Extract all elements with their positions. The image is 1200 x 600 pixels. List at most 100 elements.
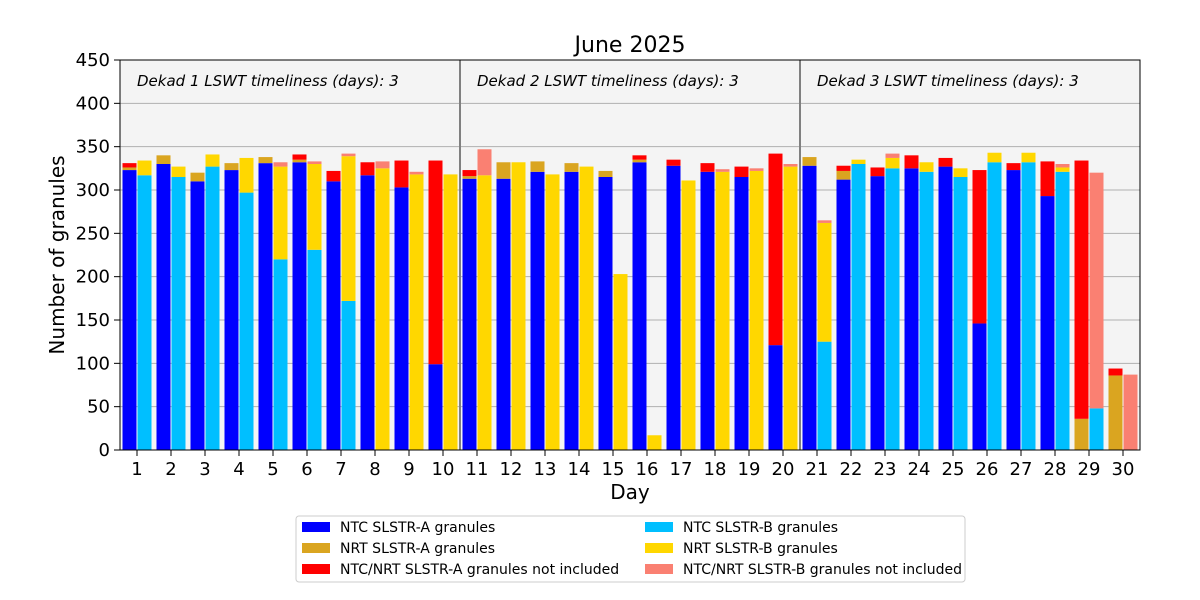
bar-ntc-a-day-6	[292, 162, 307, 450]
bar-nrt-b-day-24	[919, 162, 934, 172]
bar-not-a-day-6	[292, 154, 307, 160]
x-tick-label: 8	[369, 459, 380, 480]
bar-nrt-b-day-9	[409, 174, 424, 450]
bar-ntc-a-day-19	[734, 177, 749, 450]
bar-ntc-a-day-28	[1040, 196, 1055, 450]
bar-nrt-b-day-28	[1055, 167, 1070, 172]
bar-not-b-day-28	[1055, 164, 1070, 168]
chart-title: June 2025	[573, 33, 686, 58]
y-tick-label: 100	[76, 353, 110, 374]
x-tick-label: 23	[874, 459, 897, 480]
bar-ntc-b-day-1	[137, 175, 152, 450]
bar-nrt-b-day-21	[817, 222, 832, 342]
bar-nrt-a-day-3	[190, 172, 205, 182]
bar-not-b-day-8	[375, 161, 390, 169]
bar-nrt-b-day-8	[375, 168, 390, 451]
bar-ntc-a-day-12	[496, 178, 511, 450]
x-tick-label: 29	[1078, 459, 1101, 480]
x-tick-label: 25	[942, 459, 965, 480]
bar-ntc-b-day-29	[1089, 408, 1104, 450]
bar-ntc-b-day-21	[817, 341, 832, 450]
bar-nrt-b-day-17	[681, 180, 696, 450]
bar-ntc-b-day-26	[987, 162, 1002, 450]
bar-ntc-a-day-11	[462, 178, 477, 450]
x-tick-label: 20	[772, 459, 795, 480]
bar-ntc-a-day-1	[122, 170, 137, 451]
legend-box	[295, 515, 966, 583]
bar-not-a-day-10	[428, 160, 443, 365]
bar-ntc-a-day-18	[700, 171, 715, 451]
bar-nrt-a-day-5	[258, 157, 273, 164]
bar-ntc-a-day-25	[938, 166, 953, 450]
bar-not-a-day-19	[734, 166, 749, 177]
bar-not-b-day-21	[817, 220, 832, 223]
x-tick-label: 28	[1044, 459, 1067, 480]
bar-ntc-b-day-7	[341, 300, 356, 450]
legend-swatch-nrt-b	[645, 543, 673, 553]
bar-not-a-day-17	[666, 159, 681, 166]
dekad-label: Dekad 2 LSWT timeliness (days): 3	[477, 72, 739, 90]
y-tick-label: 250	[76, 223, 110, 244]
bar-nrt-b-day-18	[715, 171, 730, 451]
bar-ntc-b-day-28	[1055, 171, 1070, 451]
bar-not-a-day-11	[462, 170, 477, 177]
bar-not-b-day-18	[715, 169, 730, 172]
bar-ntc-a-day-9	[394, 187, 409, 450]
x-tick-label: 7	[335, 459, 346, 480]
bar-ntc-a-day-7	[326, 181, 341, 451]
x-tick-label: 13	[534, 459, 557, 480]
bar-ntc-a-day-17	[666, 165, 681, 450]
x-tick-label: 5	[267, 459, 278, 480]
legend-swatch-ntc-b	[645, 522, 673, 532]
bar-not-b-day-9	[409, 171, 424, 175]
bar-ntc-a-day-26	[972, 323, 987, 450]
bar-ntc-a-day-21	[802, 165, 817, 450]
bar-nrt-a-day-15	[598, 170, 613, 177]
bar-not-a-day-22	[836, 165, 851, 171]
bar-not-b-day-19	[749, 168, 764, 171]
x-tick-label: 2	[165, 459, 176, 480]
bar-nrt-a-day-13	[530, 161, 545, 172]
x-tick-label: 21	[806, 459, 829, 480]
bar-ntc-b-day-2	[171, 177, 186, 450]
bar-nrt-a-day-1	[122, 167, 137, 171]
bar-nrt-b-day-1	[137, 160, 152, 176]
bar-not-a-day-27	[1006, 163, 1021, 171]
x-tick-label: 10	[432, 459, 455, 480]
bar-nrt-b-day-3	[205, 154, 220, 167]
bar-nrt-b-day-13	[545, 174, 560, 450]
plot-area: Dekad 1 LSWT timeliness (days): 3 Dekad 2…	[76, 50, 1141, 480]
bar-nrt-a-day-29	[1074, 418, 1089, 450]
bar-ntc-a-day-23	[870, 176, 885, 450]
bar-nrt-b-day-20	[783, 166, 798, 450]
bar-ntc-a-day-8	[360, 175, 375, 450]
bar-nrt-a-day-21	[802, 157, 817, 166]
bar-not-a-day-7	[326, 170, 341, 182]
dekad-label: Dekad 1 LSWT timeliness (days): 3	[137, 72, 399, 90]
bar-nrt-b-day-7	[341, 156, 356, 301]
bar-not-b-day-30	[1123, 374, 1138, 450]
bar-ntc-a-day-24	[904, 168, 919, 451]
bar-not-a-day-18	[700, 163, 715, 172]
bar-ntc-a-day-22	[836, 179, 851, 450]
bar-ntc-a-day-16	[632, 162, 647, 450]
bar-nrt-b-day-25	[953, 168, 968, 177]
y-tick-label: 350	[76, 137, 110, 158]
y-tick-label: 50	[87, 397, 110, 418]
bar-ntc-b-day-6	[307, 249, 322, 450]
bar-ntc-b-day-27	[1021, 162, 1036, 450]
bar-nrt-b-day-10	[443, 174, 458, 450]
y-tick-label: 450	[76, 50, 110, 71]
x-tick-label: 1	[131, 459, 142, 480]
x-tick-label: 14	[568, 459, 591, 480]
bar-ntc-b-day-5	[273, 259, 288, 450]
bar-nrt-a-day-2	[156, 155, 171, 164]
bar-ntc-a-day-5	[258, 163, 273, 450]
bar-not-a-day-20	[768, 153, 783, 346]
x-tick-label: 30	[1112, 459, 1135, 480]
bar-ntc-a-day-20	[768, 345, 783, 450]
legend-swatch-ntc-a	[302, 522, 330, 532]
bar-not-a-day-23	[870, 167, 885, 177]
legend: NTC SLSTR-A granules NTC SLSTR-B granules…	[295, 515, 966, 583]
